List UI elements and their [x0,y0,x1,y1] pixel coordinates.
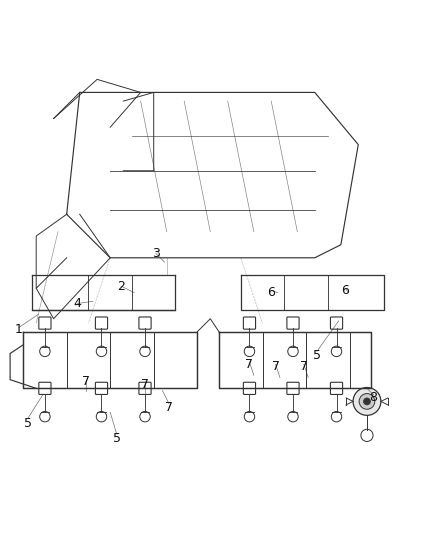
FancyBboxPatch shape [244,317,255,329]
Text: 8: 8 [370,391,378,403]
Circle shape [244,411,254,422]
Text: 7: 7 [300,360,308,373]
Text: 4: 4 [74,297,81,310]
FancyBboxPatch shape [330,382,343,394]
Circle shape [288,346,298,357]
Circle shape [140,411,150,422]
Circle shape [96,411,107,422]
Circle shape [364,398,371,405]
FancyBboxPatch shape [139,382,151,394]
Circle shape [359,393,375,409]
Circle shape [361,429,373,441]
Text: 6: 6 [267,286,275,299]
FancyBboxPatch shape [39,382,51,394]
FancyBboxPatch shape [287,317,299,329]
Circle shape [331,346,342,357]
Text: 6: 6 [341,284,349,297]
Text: 7: 7 [245,358,254,371]
FancyBboxPatch shape [287,382,299,394]
FancyBboxPatch shape [330,317,343,329]
FancyBboxPatch shape [95,317,108,329]
Text: 3: 3 [152,247,160,260]
Circle shape [353,387,381,415]
Text: 1: 1 [15,323,23,336]
Text: 7: 7 [141,377,149,391]
FancyBboxPatch shape [95,382,108,394]
Circle shape [96,346,107,357]
Text: 5: 5 [313,349,321,362]
Circle shape [244,346,254,357]
Text: 7: 7 [165,401,173,415]
FancyBboxPatch shape [244,382,255,394]
Circle shape [40,346,50,357]
Text: 7: 7 [272,360,279,373]
FancyBboxPatch shape [139,317,151,329]
Circle shape [331,411,342,422]
Text: 2: 2 [117,280,125,293]
Circle shape [288,411,298,422]
Text: 7: 7 [82,375,90,389]
Text: 5: 5 [24,417,32,430]
FancyBboxPatch shape [39,317,51,329]
Text: 5: 5 [113,432,121,445]
Circle shape [40,411,50,422]
Circle shape [140,346,150,357]
